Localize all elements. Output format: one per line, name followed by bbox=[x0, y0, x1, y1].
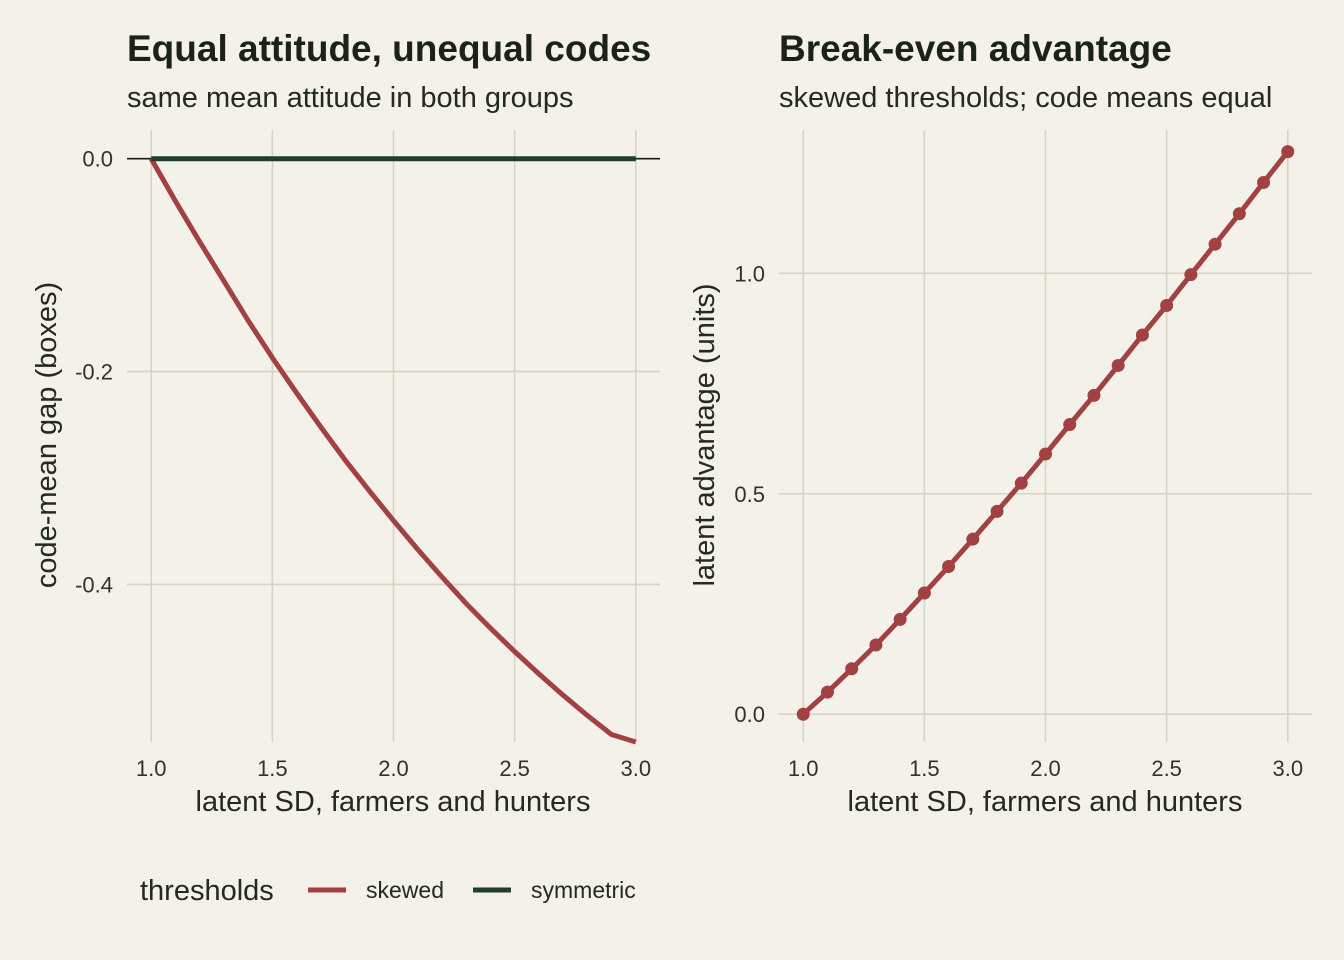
panel-break-even-point-skewed bbox=[1160, 298, 1174, 312]
panel-break-even-point-skewed bbox=[1208, 237, 1222, 251]
panel-break-even-x-tick-label: 1.0 bbox=[788, 756, 819, 781]
panel-break-even-point-skewed bbox=[917, 586, 931, 600]
panel-break-even-plot-area: 1.0 1.5 2.0 2.5 3.0 0.0 0.5 1.0 bbox=[734, 130, 1312, 781]
panel-gap-x-axis-label: latent SD, farmers and hunters bbox=[196, 786, 591, 818]
panel-break-even-point-skewed bbox=[1135, 328, 1149, 342]
panel-gap-y-tick-label: 0.0 bbox=[82, 147, 113, 172]
panel-gap-plot-area: 1.0 1.5 2.0 2.5 3.0 0.0 -0.2 -0.4 bbox=[75, 130, 660, 781]
legend: thresholds skewed symmetric bbox=[140, 875, 636, 907]
panel-break-even-title: Break-even advantage bbox=[779, 28, 1172, 69]
panel-gap-title: Equal attitude, unequal codes bbox=[127, 28, 651, 69]
panel-break-even-point-skewed bbox=[966, 532, 980, 546]
legend-label-symmetric: symmetric bbox=[531, 877, 636, 903]
panel-gap-x-tick-label: 2.5 bbox=[499, 756, 530, 781]
panel-gap-x-tick-label: 3.0 bbox=[620, 756, 651, 781]
panel-break-even-y-tick-label: 1.0 bbox=[734, 261, 765, 286]
panel-break-even-point-skewed bbox=[1184, 268, 1198, 282]
panel-gap-x-tick-label: 2.0 bbox=[378, 756, 409, 781]
panel-break-even: Break-even advantage skewed thresholds; … bbox=[689, 28, 1312, 818]
panel-gap-subtitle: same mean attitude in both groups bbox=[127, 82, 574, 114]
panel-break-even-point-skewed bbox=[1111, 358, 1125, 372]
panel-break-even-point-skewed bbox=[1014, 476, 1028, 490]
panel-break-even-x-tick-label: 3.0 bbox=[1272, 756, 1303, 781]
panel-break-even-point-skewed bbox=[1232, 207, 1246, 221]
panel-break-even-point-skewed bbox=[796, 707, 810, 721]
panel-break-even-x-tick-label: 1.5 bbox=[909, 756, 940, 781]
panel-break-even-y-axis-label: latent advantage (units) bbox=[689, 283, 721, 586]
legend-title: thresholds bbox=[140, 875, 274, 907]
panel-gap-y-tick-label: -0.2 bbox=[75, 360, 113, 385]
panel-break-even-point-skewed bbox=[942, 560, 956, 574]
panel-gap: Equal attitude, unequal codes same mean … bbox=[31, 28, 660, 818]
panel-gap-x-tick-label: 1.5 bbox=[257, 756, 288, 781]
panel-break-even-point-skewed bbox=[893, 612, 907, 626]
panel-break-even-point-skewed bbox=[990, 504, 1004, 518]
panel-break-even-y-tick-label: 0.0 bbox=[734, 702, 765, 727]
panel-break-even-y-tick-label: 0.5 bbox=[734, 482, 765, 507]
panel-gap-x-tick-label: 1.0 bbox=[136, 756, 167, 781]
legend-label-skewed: skewed bbox=[366, 877, 444, 903]
panel-break-even-point-skewed bbox=[1087, 388, 1101, 402]
panel-gap-y-tick-label: -0.4 bbox=[75, 572, 113, 597]
panel-break-even-point-skewed bbox=[869, 638, 883, 652]
panel-break-even-point-skewed bbox=[1039, 447, 1052, 461]
panel-break-even-point-skewed bbox=[1063, 418, 1077, 432]
panel-break-even-x-tick-label: 2.0 bbox=[1030, 756, 1061, 781]
panel-break-even-point-skewed bbox=[1281, 145, 1295, 159]
panel-gap-series-line-skewed bbox=[149, 157, 637, 745]
panel-gap-y-axis-label: code-mean gap (boxes) bbox=[31, 282, 63, 588]
panel-break-even-point-skewed bbox=[820, 685, 834, 699]
panel-break-even-subtitle: skewed thresholds; code means equal bbox=[779, 82, 1272, 114]
panel-break-even-point-skewed bbox=[1257, 175, 1271, 189]
panel-break-even-x-axis-label: latent SD, farmers and hunters bbox=[848, 786, 1243, 818]
panel-break-even-point-skewed bbox=[845, 662, 859, 676]
panel-break-even-x-tick-label: 2.5 bbox=[1151, 756, 1182, 781]
